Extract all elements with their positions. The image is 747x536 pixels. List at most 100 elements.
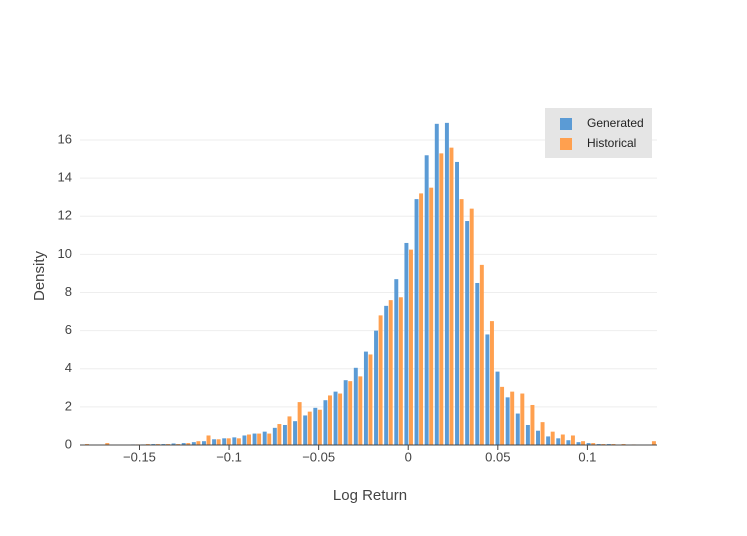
bar: [566, 440, 571, 445]
bar: [408, 249, 413, 445]
bar: [378, 315, 383, 445]
legend-label: Historical: [587, 136, 636, 150]
bar: [368, 354, 373, 445]
bar: [363, 351, 368, 445]
bar: [388, 300, 393, 445]
bar: [247, 434, 251, 445]
y-tick-label: 6: [65, 322, 72, 337]
bar: [267, 433, 272, 445]
bar: [313, 407, 318, 445]
bar: [358, 376, 363, 445]
bar: [475, 282, 480, 445]
bar: [252, 433, 257, 445]
bar: [510, 391, 515, 445]
bar: [560, 434, 565, 445]
bar: [591, 443, 596, 445]
bar: [282, 424, 287, 445]
bar: [353, 367, 358, 445]
bar: [479, 264, 484, 445]
bar: [581, 441, 586, 445]
bar: [489, 321, 494, 445]
bar: [196, 441, 201, 445]
bar: [429, 187, 434, 445]
legend-label: Generated: [587, 116, 644, 130]
bar: [394, 279, 399, 445]
bar: [272, 427, 277, 445]
bar: [550, 431, 555, 445]
bar: [307, 411, 312, 445]
y-tick-label: 2: [65, 398, 72, 413]
bar: [374, 330, 379, 445]
bar: [297, 402, 302, 445]
y-tick-label: 8: [65, 284, 72, 299]
y-tick-label: 4: [65, 360, 72, 375]
bar: [444, 122, 449, 445]
x-tick-label: 0: [405, 449, 412, 464]
bar: [257, 433, 262, 445]
bar: [419, 193, 424, 445]
bar: [242, 435, 247, 445]
bar: [181, 443, 186, 445]
bar: [384, 305, 389, 445]
y-tick-label: 16: [58, 131, 72, 146]
bar: [287, 416, 292, 445]
bar: [495, 371, 500, 445]
bar: [485, 334, 490, 445]
bar: [525, 424, 530, 445]
bar: [191, 442, 196, 445]
y-tick-label: 14: [58, 170, 72, 185]
bar: [465, 221, 470, 445]
x-tick-label: 0.1: [578, 449, 596, 464]
bar: [404, 242, 409, 445]
bar: [303, 415, 308, 445]
bar: [536, 430, 540, 445]
bar: [236, 438, 241, 445]
y-axis-title: Density: [31, 250, 48, 301]
legend-swatch: [560, 118, 572, 130]
x-tick-label: −0.1: [216, 449, 242, 464]
bar: [186, 443, 191, 445]
bar: [439, 153, 444, 445]
bar: [520, 393, 525, 445]
bar: [216, 439, 221, 445]
x-tick-label: −0.05: [302, 449, 335, 464]
bar: [348, 381, 353, 445]
bar: [540, 422, 545, 445]
bar: [651, 441, 656, 445]
x-tick-label: 0.05: [485, 449, 510, 464]
bar: [328, 395, 332, 445]
y-tick-label: 12: [58, 208, 72, 223]
bar: [455, 161, 460, 445]
bar: [546, 436, 551, 445]
bar: [232, 437, 237, 445]
bar: [515, 413, 520, 445]
x-axis-title: Log Return: [333, 487, 407, 504]
bar: [424, 155, 429, 446]
y-tick-label: 10: [58, 246, 72, 261]
bar: [586, 443, 591, 445]
bar: [469, 208, 474, 445]
bar: [500, 386, 505, 445]
bar: [576, 442, 581, 445]
bar: [414, 199, 419, 445]
bar: [277, 424, 282, 445]
bar: [226, 438, 231, 445]
bar: [212, 439, 217, 445]
bar: [333, 391, 338, 445]
bar: [105, 443, 110, 445]
bar: [530, 404, 535, 445]
x-tick-label: −0.15: [123, 449, 156, 464]
bar: [338, 393, 343, 445]
bar: [505, 397, 510, 445]
y-tick-label: 0: [65, 436, 72, 451]
bar: [434, 123, 439, 445]
bar: [449, 147, 454, 445]
bar: [459, 199, 464, 445]
bar: [222, 438, 227, 445]
bar: [570, 435, 575, 445]
bar: [556, 438, 561, 445]
bar: [343, 380, 348, 445]
bar: [201, 441, 206, 445]
